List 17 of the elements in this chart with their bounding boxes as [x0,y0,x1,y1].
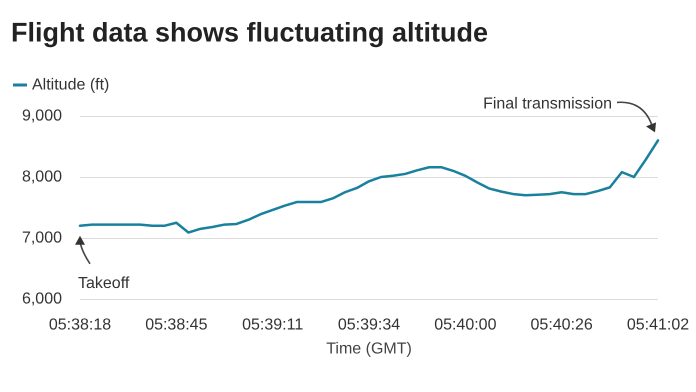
y-tick-label: 9,000 [22,108,62,124]
y-tick-label: 7,000 [22,230,62,246]
text: Final transmission [483,95,612,112]
legend-label: Altitude (ft) [32,76,110,94]
x-axis-title: Time (GMT) [326,340,412,358]
x-tick-label: 05:39:34 [338,316,400,334]
line-series [78,139,660,234]
x-tick-label: 05:40:26 [530,316,593,334]
y-tick-label: 8,000 [22,168,62,186]
x-tick-label: 05:40:00 [434,316,497,334]
x-tick-label: 05:38:45 [145,316,208,334]
y-tick-label: 6,000 [22,290,62,308]
annotation: Takeoff [78,274,130,292]
chart-title: Flight data shows fluctuating altitude [11,18,488,48]
x-tick-label: 05:41:02 [626,316,690,334]
x-tick-label: 05:39:11 [242,316,304,334]
x-tick-label: 05:38:18 [48,316,112,334]
